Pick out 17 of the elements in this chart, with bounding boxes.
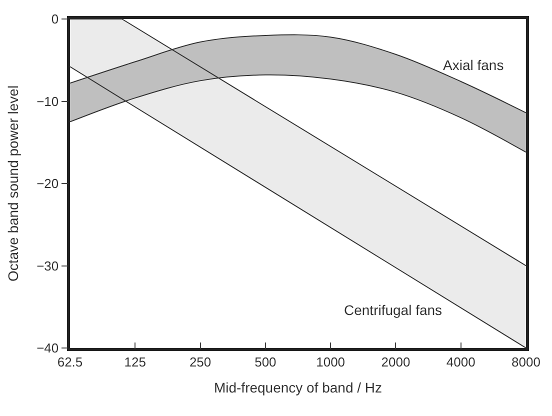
annotation: Axial fans [443,57,504,73]
y-tick-label: −40 [36,340,59,356]
y-tick-label: −30 [36,258,59,274]
x-tick-label: 62.5 [57,354,83,370]
y-tick-label: 0 [51,12,59,27]
y-tick-label: −20 [36,176,59,192]
x-tick-label: 4000 [446,354,476,370]
y-tick-label: −10 [36,94,59,109]
x-tick-label: 8000 [512,354,540,370]
annotation: Centrifugal fans [344,302,442,318]
y-axis-title: Octave band sound power level [5,85,22,282]
x-tick-label: 500 [254,354,276,370]
x-tick-label: 2000 [381,354,410,370]
x-tick-label: 1000 [316,354,346,370]
x-tick-label: 125 [124,354,146,370]
x-tick-label: 250 [189,354,212,370]
x-axis-title: Mid-frequency of band / Hz [214,380,382,396]
